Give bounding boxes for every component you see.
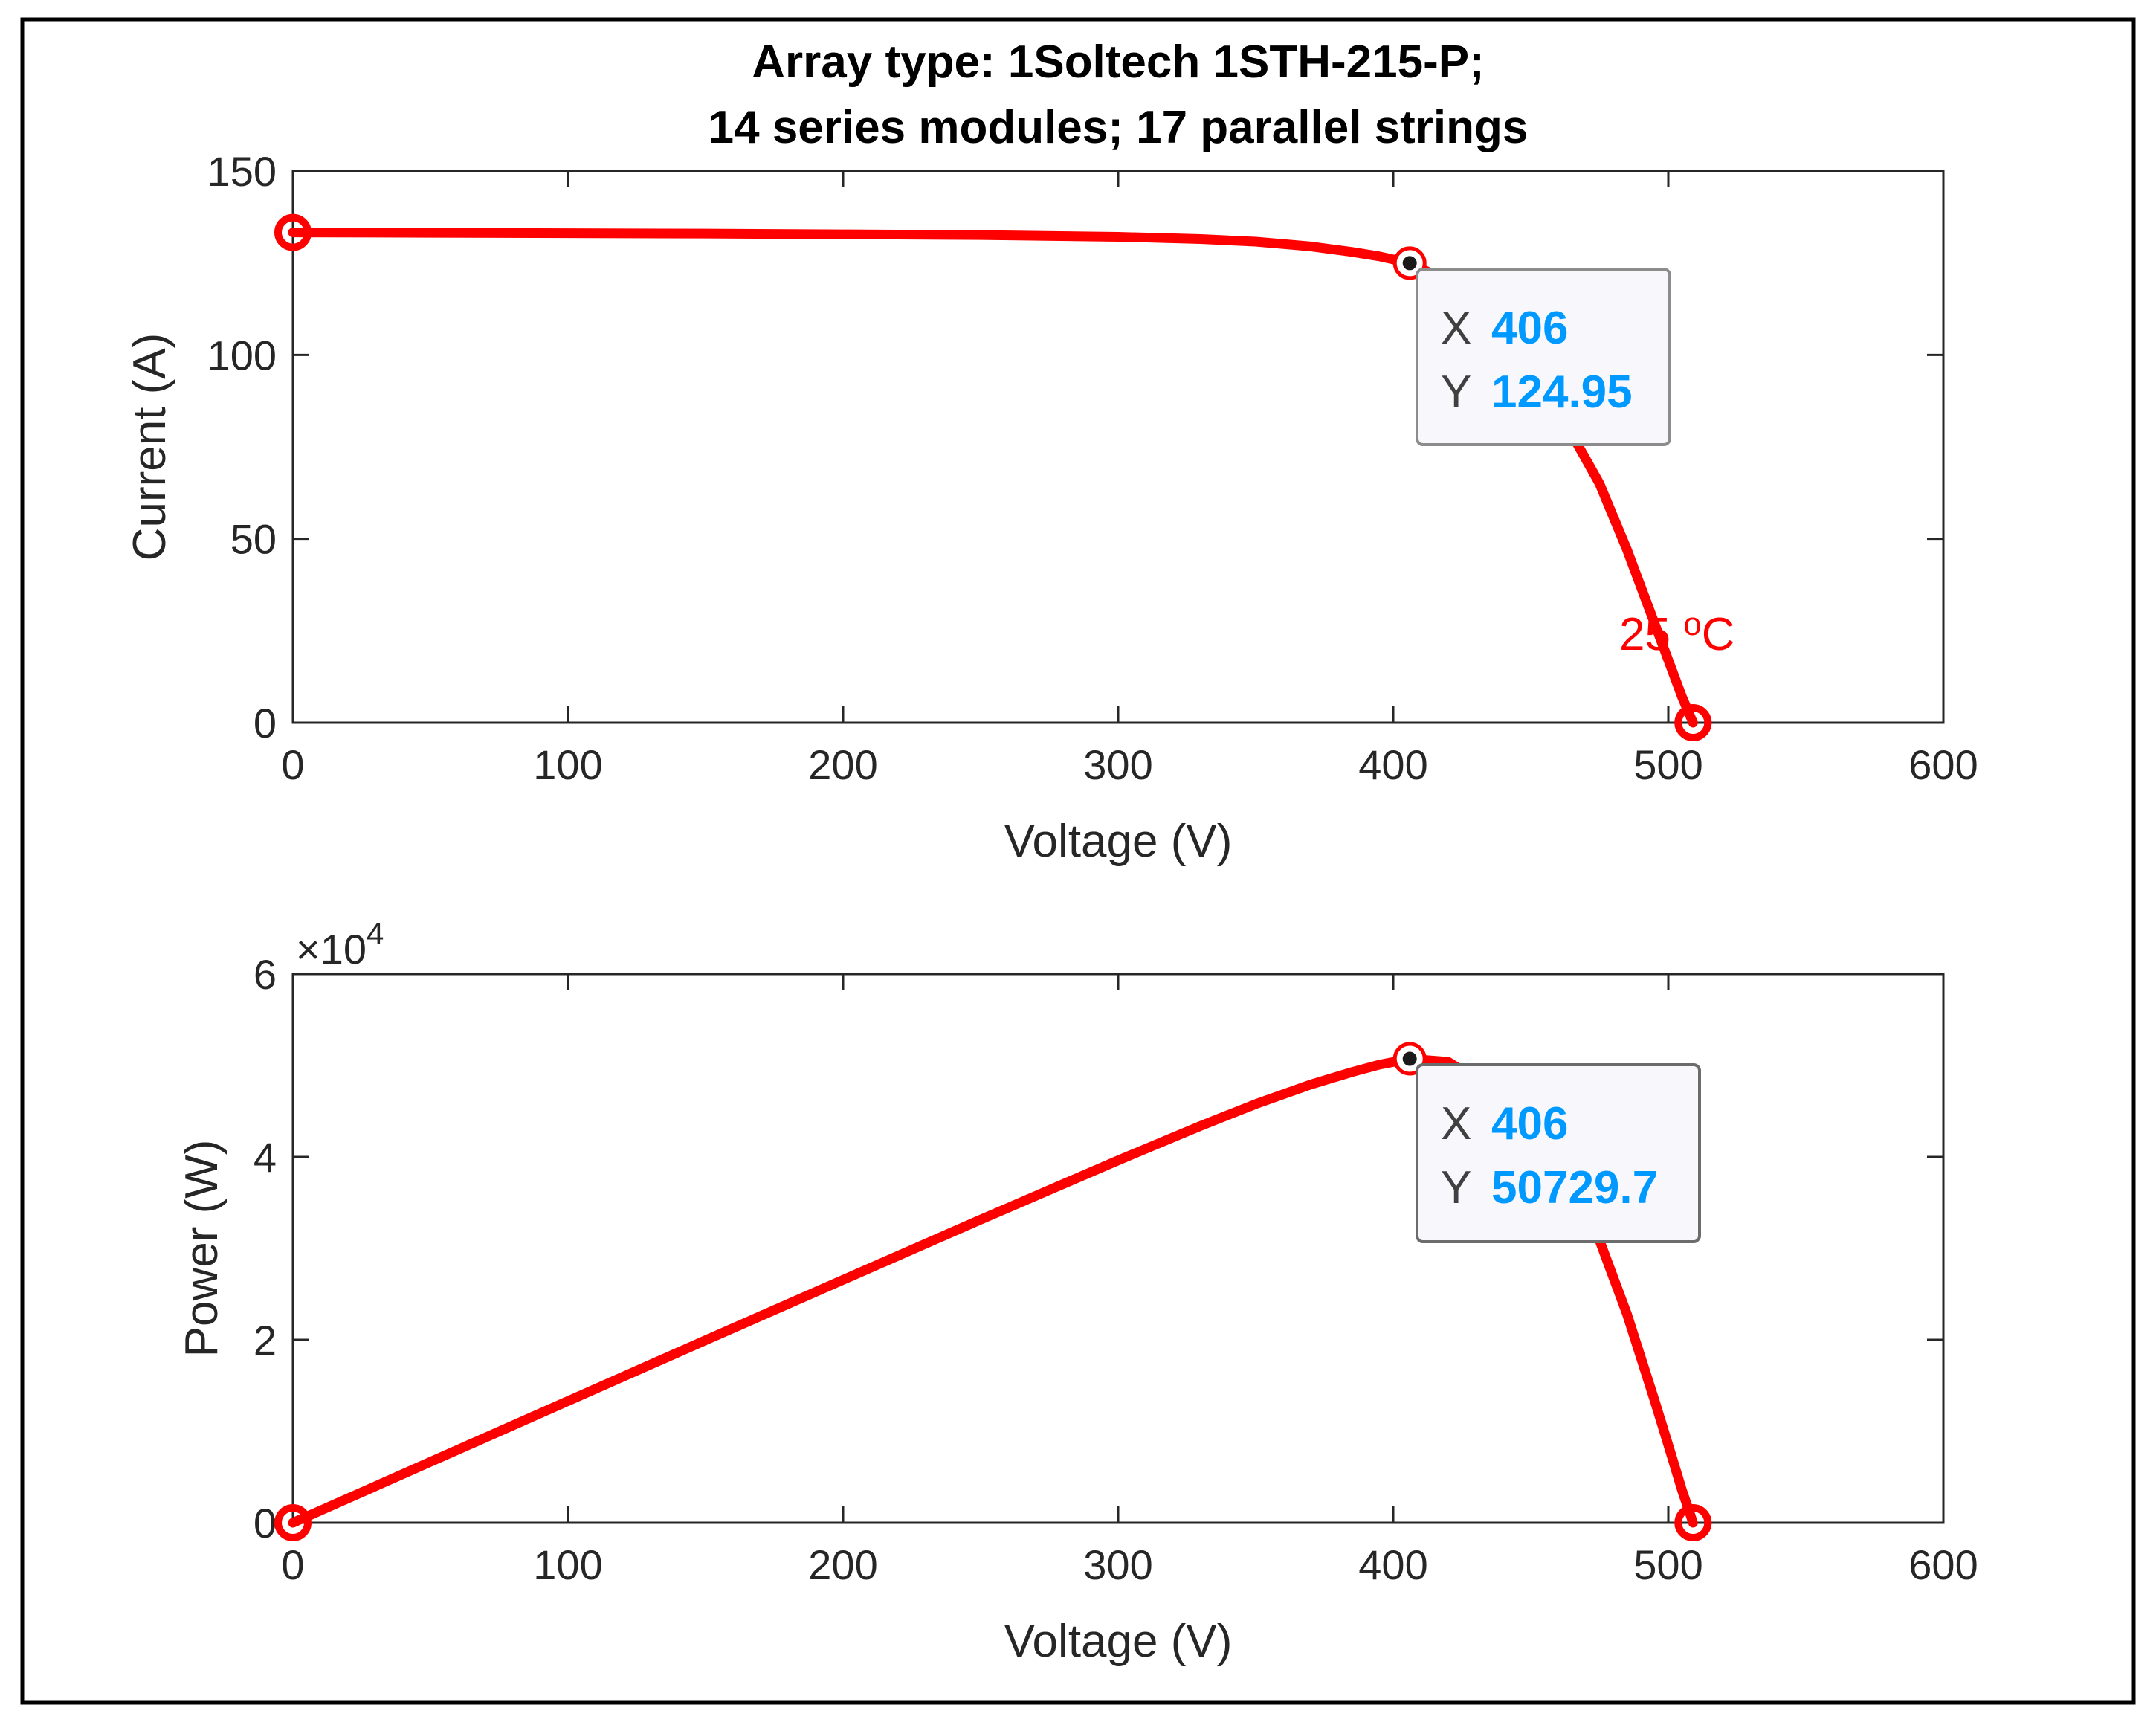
current-datatip-anchor[interactable]	[1400, 254, 1419, 273]
current-ytick-label: 50	[230, 516, 277, 563]
temperature-annotation: 25 oC	[1619, 606, 1734, 660]
current-datatip-x-key: X	[1441, 303, 1471, 354]
current-curve	[288, 228, 1698, 728]
power-xtick-label: 600	[1908, 1541, 1978, 1588]
power-datatip-anchor[interactable]	[1400, 1049, 1419, 1068]
current-ytick-label: 150	[207, 148, 277, 195]
power-ytick-label: 6	[254, 951, 277, 998]
power-curve	[288, 1054, 1698, 1528]
current-xtick-label: 0	[281, 741, 304, 788]
current-xtick-label: 200	[808, 741, 877, 788]
current-datatip-y-value: 124.95	[1491, 367, 1633, 418]
power-datatip-x-value: 406	[1491, 1098, 1568, 1149]
power-xtick-label: 500	[1633, 1541, 1702, 1588]
power-voltage-axes: 0 100 200 300 400 500 600 0 2 4 6 Voltage (V) Pow…	[176, 916, 1978, 1667]
power-ytick-label: 2	[254, 1317, 277, 1364]
current-plot-box	[291, 170, 1945, 724]
power-xlabel: Voltage (V)	[1004, 1616, 1233, 1667]
current-xtick-label: 300	[1083, 741, 1152, 788]
power-datatip-x-key: X	[1441, 1098, 1471, 1149]
current-xtick-label: 600	[1908, 741, 1978, 788]
current-datatip[interactable]: X 406 Y 124.95	[1416, 268, 1671, 446]
power-datatip-box	[1416, 1063, 1701, 1243]
power-xtick-label: 200	[808, 1541, 877, 1588]
current-voltage-axes: 0 100 200 300 400 500 600 0 50 100 150 Voltage (V…	[124, 148, 1978, 867]
power-datatip[interactable]: X 406 Y 50729.7	[1416, 1063, 1701, 1243]
current-ytick-label: 0	[254, 700, 277, 746]
temperature-annotation-unit: C	[1702, 609, 1735, 660]
power-plot-box	[291, 973, 1945, 1524]
power-xtick-label: 400	[1358, 1541, 1427, 1588]
temperature-annotation-value: 25	[1619, 609, 1683, 660]
power-datatip-y-value: 50729.7	[1491, 1162, 1658, 1213]
power-ytick-label: 4	[254, 1134, 277, 1181]
current-datatip-y-key: Y	[1441, 367, 1471, 418]
current-xtick-label: 100	[533, 741, 602, 788]
chart-title-line-1: Array type: 1Soltech 1STH-215-P;	[752, 36, 1484, 88]
current-datatip-box	[1416, 268, 1671, 446]
power-point-marker[interactable]	[1674, 1504, 1712, 1541]
current-xtick-label: 400	[1358, 741, 1427, 788]
power-xtick-label: 0	[281, 1541, 304, 1588]
power-datatip-y-key: Y	[1441, 1162, 1471, 1213]
current-ylabel: Current (A)	[124, 333, 175, 561]
power-exponent-label: ×104	[296, 916, 384, 973]
temperature-annotation-degree: o	[1683, 606, 1701, 642]
power-xtick-label: 300	[1083, 1541, 1152, 1588]
current-point-marker[interactable]	[274, 213, 312, 251]
current-datatip-x-value: 406	[1491, 303, 1568, 354]
current-point-marker[interactable]	[1674, 704, 1712, 741]
power-point-marker[interactable]	[274, 1504, 312, 1541]
current-xtick-label: 500	[1633, 741, 1702, 788]
chart-title-line-2: 14 series modules; 17 parallel strings	[709, 102, 1529, 153]
power-ytick-label: 0	[254, 1500, 277, 1547]
power-exponent-base: ×10	[296, 926, 367, 973]
current-xlabel: Voltage (V)	[1004, 816, 1233, 867]
power-exponent-power: 4	[367, 916, 384, 951]
power-ylabel: Power (W)	[176, 1140, 227, 1358]
current-ytick-label: 100	[207, 332, 277, 378]
power-xtick-label: 100	[533, 1541, 602, 1588]
